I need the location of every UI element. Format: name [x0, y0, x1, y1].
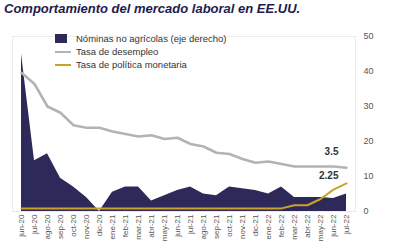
svg-text:nov-21: nov-21 [238, 214, 247, 239]
html-text:Nóminas no agrícolas (eje dere: Nóminas no agrícolas (eje derecho) [76, 33, 227, 44]
svg-text:may-21: may-21 [160, 214, 169, 241]
html-text:Tasa de política monetaria: Tasa de política monetaria [76, 59, 187, 70]
svg-text:nov-20: nov-20 [82, 214, 91, 239]
svg-text:jun-22: jun-22 [329, 214, 338, 238]
svg-text:may-22: may-22 [316, 214, 325, 241]
svg-text:feb-21: feb-21 [121, 214, 130, 237]
svg-text:ago-20: ago-20 [43, 214, 52, 239]
svg-text:20: 20 [364, 136, 374, 146]
svg-text:mar-21: mar-21 [134, 214, 143, 240]
svg-text:mar-22: mar-22 [290, 214, 299, 240]
svg-text:oct-21: oct-21 [225, 214, 234, 237]
svg-text:feb-22: feb-22 [277, 214, 286, 237]
svg-text:ene-21: ene-21 [108, 214, 117, 239]
svg-text:sep-21: sep-21 [212, 214, 221, 239]
svg-text:dic-21: dic-21 [251, 214, 260, 236]
svg-text:abr-21: abr-21 [147, 214, 156, 238]
svg-text:50: 50 [364, 31, 374, 41]
svg-text:abr-22: abr-22 [303, 214, 312, 238]
svg-text:0: 0 [364, 206, 369, 216]
html-text:Tasa de desempleo: Tasa de desempleo [76, 46, 159, 57]
html-text:Comportamiento del mercado lab: Comportamiento del mercado laboral en EE… [4, 1, 301, 16]
svg-text:ago-21: ago-21 [199, 214, 208, 239]
svg-text:10: 10 [364, 171, 374, 181]
svg-text:jul-22: jul-22 [342, 214, 351, 235]
svg-text:3.5: 3.5 [325, 146, 339, 157]
svg-text:jun-21: jun-21 [173, 214, 182, 238]
svg-text:oct-20: oct-20 [69, 214, 78, 237]
svg-text:40: 40 [364, 66, 374, 76]
svg-text:ene-22: ene-22 [264, 214, 273, 239]
svg-text:dic-20: dic-20 [95, 214, 104, 236]
svg-text:30: 30 [364, 101, 374, 111]
svg-text:jul-20: jul-20 [30, 214, 39, 235]
svg-text:jul-21: jul-21 [186, 214, 195, 235]
svg-text:jun-20: jun-20 [17, 214, 26, 238]
svg-text:sep-20: sep-20 [56, 214, 65, 239]
svg-text:2.25: 2.25 [319, 170, 339, 181]
